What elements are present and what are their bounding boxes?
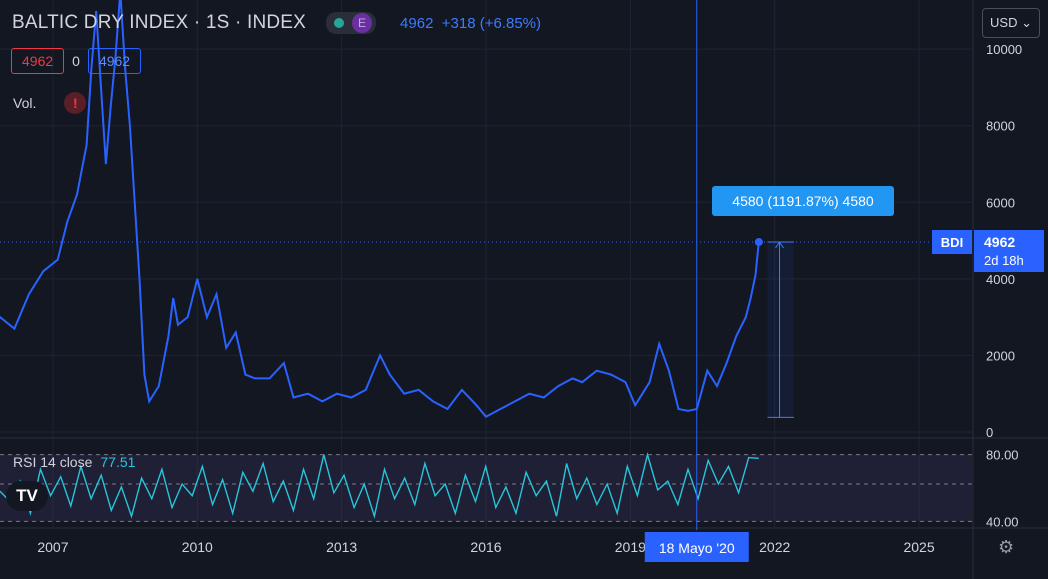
rsi-tick-label: 80.00: [986, 448, 1019, 463]
y-tick-label: 0: [986, 425, 993, 440]
volume-label[interactable]: Vol.: [13, 95, 37, 111]
sell-button[interactable]: 4962: [11, 48, 65, 74]
y-tick-label: 4000: [986, 272, 1015, 287]
warning-icon[interactable]: !: [64, 92, 87, 114]
rsi-line: [0, 451, 759, 520]
price-change: 4962 +318 (+6.85%): [400, 15, 541, 32]
x-tick-label: 2025: [903, 539, 934, 555]
measure-tool: 4580 (1191.87%) 4580: [712, 186, 894, 418]
price-labels: 18 Mayo '20 BDI 4962 2d 18h: [644, 230, 1044, 562]
measure-arrow-head: [775, 241, 784, 249]
x-tick-label: 2007: [37, 539, 68, 555]
y-tick-label: 8000: [986, 119, 1015, 134]
rsi-tick-label: 40.00: [986, 514, 1019, 529]
spread-value: 0: [72, 53, 80, 69]
crosshair-date-box: [644, 532, 749, 562]
measure-area: [767, 242, 794, 418]
symbol-axis-label: BDI: [941, 235, 963, 250]
rsi-legend[interactable]: RSI 14 close 77.51: [13, 454, 135, 470]
last-point-marker: [754, 238, 763, 247]
market-open-icon: [334, 18, 345, 28]
tradingview-logo-icon[interactable]: TV: [6, 481, 48, 511]
rsi-panel: [0, 451, 972, 522]
y-tick-label: 10000: [986, 42, 1022, 57]
x-tick-label: 2022: [759, 539, 790, 555]
x-tick-label: 2013: [326, 539, 357, 555]
price-axis-value: 4962: [984, 234, 1015, 250]
measure-label-box: [712, 186, 894, 216]
rsi-label: RSI 14 close: [13, 454, 93, 470]
buy-button[interactable]: 4962: [87, 48, 142, 74]
symbol-axis-tag: [932, 230, 972, 255]
y-tick-label: 6000: [986, 195, 1015, 210]
status-badges[interactable]: E: [326, 12, 377, 34]
price-line: [0, 0, 760, 418]
x-tick-label: 2016: [470, 539, 501, 555]
volume-legend: Vol. !: [13, 92, 87, 114]
earnings-badge[interactable]: E: [352, 13, 373, 33]
crosshair-date-label: 18 Mayo '20: [659, 540, 735, 556]
change-value: +318 (+6.85%): [441, 14, 542, 32]
trade-buttons: 4962 0 4962: [11, 48, 142, 74]
price-axis-countdown: 2d 18h: [984, 253, 1024, 268]
rsi-value: 77.51: [100, 454, 136, 470]
currency-dropdown[interactable]: USD ⌄: [982, 8, 1040, 38]
symbol-header: BALTIC DRY INDEX · 1S · INDEX E 4962 +31…: [12, 12, 541, 34]
axes: 10000 8000 6000 4000 2000 0 2007 2010 2013 2016 20…: [37, 42, 1022, 555]
settings-gear-icon[interactable]: ⚙: [998, 537, 1015, 557]
x-tick-label: 2010: [182, 539, 213, 555]
measure-label: 4580 (1191.87%) 4580: [732, 193, 874, 209]
y-tick-label: 2000: [986, 348, 1015, 363]
last-price: 4962: [400, 14, 434, 32]
symbol-title[interactable]: BALTIC DRY INDEX · 1S · INDEX: [12, 12, 307, 33]
x-tick-label: 2019: [615, 539, 646, 555]
price-axis-tag: [974, 230, 1044, 273]
